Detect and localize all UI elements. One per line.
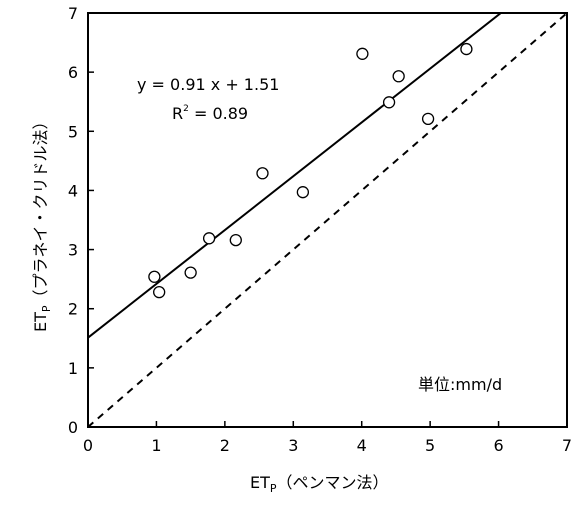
x-tick-label: 6	[493, 436, 503, 455]
data-point	[356, 47, 369, 60]
regression-equation: y = 0.91 x + 1.51	[137, 75, 279, 94]
y-axis-title: ETP（プラネイ・クリドル法）	[31, 113, 53, 332]
r-squared-superscript: 2	[183, 104, 189, 114]
r-squared-label: R2 = 0.89	[172, 104, 248, 123]
y-axis-title-rest: （プラネイ・クリドル法）	[31, 113, 50, 305]
r-squared-value: = 0.89	[189, 104, 248, 123]
y-tick-label: 7	[68, 4, 78, 23]
data-point	[148, 270, 161, 283]
data-point	[460, 42, 473, 56]
data-point	[256, 167, 269, 180]
data-point	[184, 266, 197, 279]
data-point	[153, 286, 166, 299]
y-axis-title-sub: P	[40, 305, 53, 312]
x-axis-title-sub: P	[270, 482, 277, 495]
x-tick-label: 3	[288, 436, 298, 455]
data-point	[421, 112, 435, 126]
y-tick-label: 3	[68, 241, 78, 260]
y-tick-label: 5	[68, 122, 78, 141]
y-tick-label: 1	[68, 359, 78, 378]
regression-line	[88, 13, 503, 339]
data-point	[202, 232, 216, 245]
x-tick-label: 1	[151, 436, 161, 455]
unit-label: 単位:mm/d	[418, 375, 502, 394]
identity-line	[88, 13, 567, 427]
r-squared-letter: R	[172, 104, 183, 123]
y-axis: 0 1 2 3 4 5 6 7	[68, 4, 94, 437]
data-points	[148, 42, 473, 299]
y-tick-label: 2	[68, 300, 78, 319]
x-axis-title-rest: （ペンマン法）	[277, 473, 389, 492]
x-tick-label: 4	[357, 436, 367, 455]
y-axis-title-main: ET	[31, 312, 50, 332]
x-axis-title: ETP（ペンマン法）	[250, 473, 389, 495]
data-point	[296, 186, 310, 199]
x-tick-label: 5	[425, 436, 435, 455]
y-tick-label: 0	[68, 418, 78, 437]
x-tick-label: 7	[562, 436, 572, 455]
x-axis: 0 1 2 3 4 5 6 7	[83, 421, 572, 455]
data-point	[392, 70, 405, 83]
x-tick-label: 2	[220, 436, 230, 455]
plot-frame	[87, 12, 568, 428]
y-tick-label: 6	[68, 63, 78, 82]
data-point	[229, 233, 242, 247]
y-tick-label: 4	[68, 181, 78, 200]
x-tick-label: 0	[83, 436, 93, 455]
data-point	[382, 96, 396, 109]
x-axis-title-main: ET	[250, 473, 270, 492]
